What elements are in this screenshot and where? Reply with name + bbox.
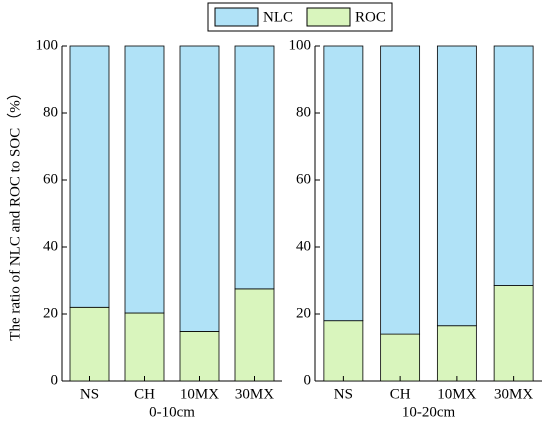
y-tick-label: 40 — [43, 238, 58, 254]
y-tick-label: 20 — [296, 305, 311, 321]
y-tick-label: 0 — [304, 372, 312, 388]
y-tick-label: 0 — [51, 372, 59, 388]
legend-swatch — [214, 7, 259, 27]
bar-segment — [69, 306, 110, 382]
bar-segment — [234, 45, 275, 290]
y-tick-label: 60 — [43, 171, 58, 187]
x-tick-label: 30MX — [235, 386, 274, 402]
y-tick-label: 40 — [296, 238, 311, 254]
legend-label: NLC — [263, 9, 293, 25]
y-tick-label: 80 — [43, 104, 58, 120]
bar-segment — [493, 285, 534, 382]
x-tick-label: 10MX — [437, 386, 476, 402]
bar-segment — [69, 45, 110, 308]
y-tick-label: 20 — [43, 305, 58, 321]
legend-box — [207, 2, 393, 32]
x-tick-label: NS — [334, 386, 353, 402]
x-tick-label: CH — [134, 386, 155, 402]
bar-segment — [436, 45, 477, 327]
y-tick-label: 100 — [36, 37, 59, 53]
bar-segment — [493, 45, 534, 286]
x-axis-label: 10-20cm — [402, 404, 456, 420]
bar-segment — [436, 325, 477, 382]
bar-segment — [179, 45, 220, 332]
legend-swatch — [306, 7, 351, 27]
bar-segment — [323, 320, 364, 382]
bar-segment — [124, 45, 165, 314]
bar-segment — [234, 288, 275, 382]
bar-segment — [323, 45, 364, 322]
bar-segment — [124, 312, 165, 382]
bar-segment — [380, 45, 421, 335]
y-tick-label: 60 — [296, 171, 311, 187]
y-tick-label: 80 — [296, 104, 311, 120]
y-tick-label: 100 — [289, 37, 312, 53]
bar-segment — [179, 331, 220, 382]
x-tick-label: 10MX — [180, 386, 219, 402]
x-tick-label: CH — [390, 386, 411, 402]
x-axis-label: 0-10cm — [149, 404, 195, 420]
x-tick-label: NS — [80, 386, 99, 402]
legend-label: ROC — [355, 9, 386, 25]
bar-segment — [380, 333, 421, 382]
y-axis-label: The ratio of NLC and ROC to SOC（%） — [6, 85, 23, 340]
x-tick-label: 30MX — [494, 386, 533, 402]
